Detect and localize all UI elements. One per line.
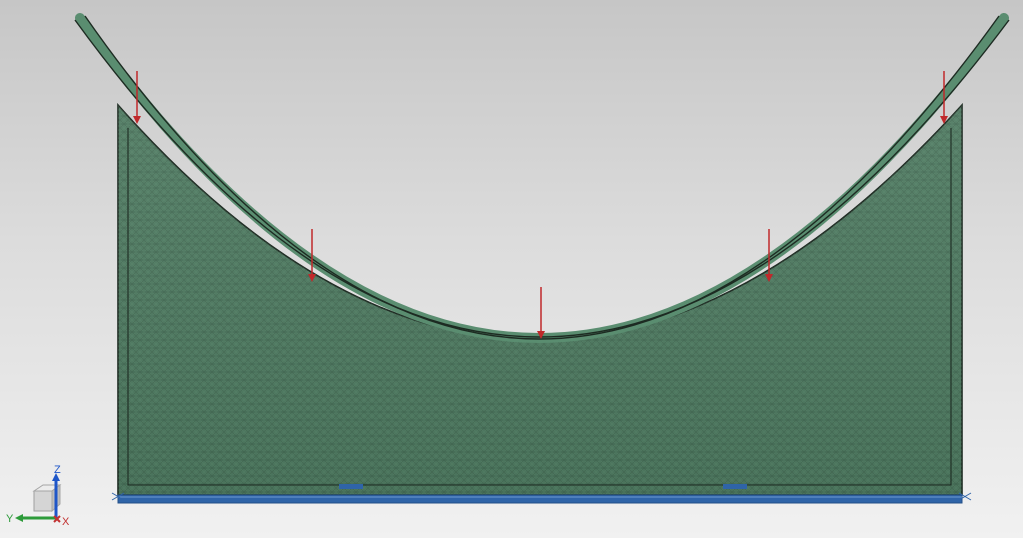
load-arrow-right-top[interactable] [940,71,948,124]
y-axis-label: Y [6,513,14,525]
x-axis-label: X [62,516,70,528]
load-arrow-left-middle[interactable] [308,229,316,282]
constraint-pad-right[interactable] [723,484,747,489]
x-axis-mark-cross [53,515,61,523]
inner-edge-left [127,128,952,486]
z-axis-label: Z [54,464,61,476]
saddle-arc-outer-edge [74,19,1010,338]
base-support-strip[interactable] [117,494,963,504]
saddle-arc[interactable] [75,13,1009,343]
y-axis-arrowhead [15,514,23,522]
load-arrow-right-middle[interactable] [765,229,773,282]
mesh-shading [118,105,962,495]
load-arrow-left-top[interactable] [133,71,141,124]
constraint-pad-left[interactable] [339,484,363,489]
triad-cube-front [33,490,53,512]
triad-svg: Z Y X [6,464,70,528]
support-marker-left [111,492,125,501]
load-arrow-center[interactable] [537,287,545,339]
saddle-arc-inner-edge [84,15,1000,340]
z-axis-arrowhead [52,473,60,481]
coordinate-triad[interactable]: Z Y X [4,462,70,528]
support-marker-right [958,492,972,501]
